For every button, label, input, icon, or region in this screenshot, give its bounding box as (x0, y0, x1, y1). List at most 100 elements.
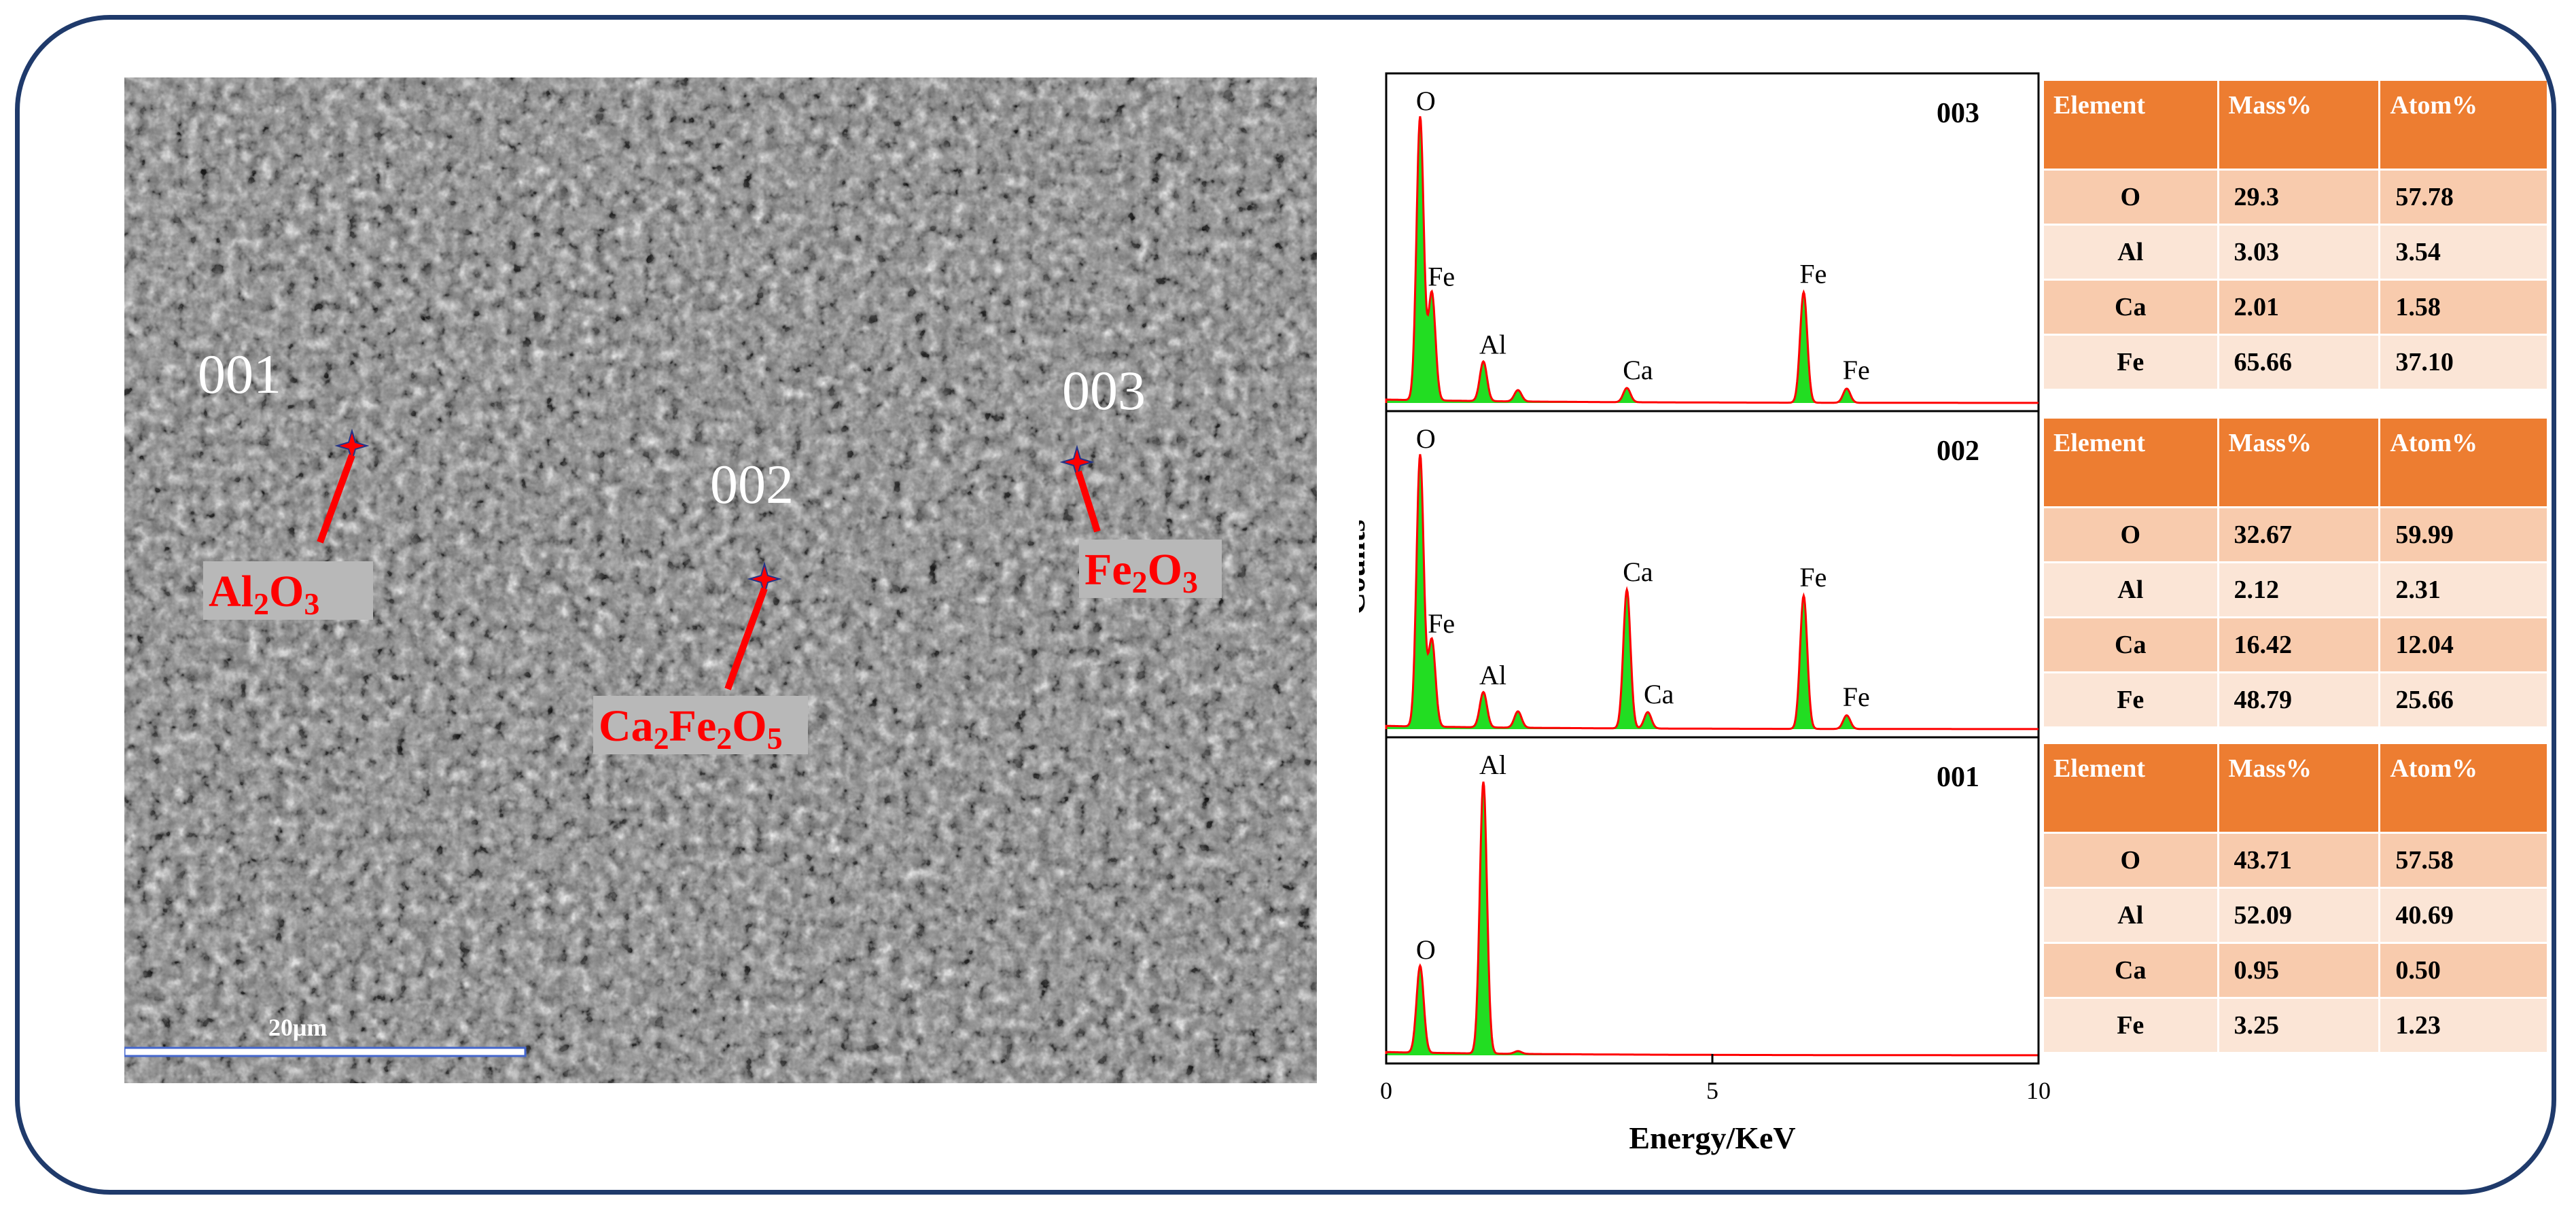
peak-label: Fe (1428, 262, 1455, 292)
peak-label: Fe (1799, 562, 1827, 593)
mass-percent-cell: 2.12 (2219, 563, 2379, 616)
mass-percent-cell: 43.71 (2219, 834, 2379, 887)
mass-percent-cell: 65.66 (2219, 336, 2379, 389)
element-cell: Ca (2044, 618, 2217, 671)
peak-label: Fe (1428, 608, 1455, 639)
table-row: Fe 48.79 25.66 (2044, 673, 2547, 726)
element-cell: O (2044, 834, 2217, 887)
element-cell: Al (2044, 889, 2217, 942)
table-header-row: Element Mass% Atom% (2044, 744, 2547, 832)
atom-percent-cell: 37.10 (2380, 336, 2547, 389)
column-header: Atom% (2380, 744, 2547, 832)
mass-percent-cell: 2.01 (2219, 281, 2379, 334)
point-id-label: 003 (1062, 359, 1146, 421)
phase-label: Al2​O3​ (209, 567, 319, 621)
table-row: Ca 0.95 0.50 (2044, 944, 2547, 997)
peak-label: O (1416, 934, 1436, 965)
scale-bar-label: 20μm (268, 1014, 327, 1041)
table-row: Ca 16.42 12.04 (2044, 618, 2547, 671)
column-header: Mass% (2219, 419, 2379, 506)
table-row: Al 3.03 3.54 (2044, 226, 2547, 279)
element-cell: Fe (2044, 673, 2217, 726)
phase-label: Fe2​O3​ (1084, 545, 1198, 599)
spectrum-fill (1386, 116, 2039, 403)
panel-point-label: 002 (1937, 436, 1979, 467)
eds-spectra-chart: O Fe Al Ca Fe Fe 003 O Fe Al Ca Ca Fe Fe 002 O Al 001 0 5 10… (1359, 72, 2051, 1155)
element-cell: Al (2044, 563, 2217, 616)
spectrum-line (1385, 116, 2039, 404)
peak-label: Ca (1644, 679, 1674, 709)
scale-bar-line (124, 1046, 527, 1057)
spectrum-fill (1386, 781, 2039, 1055)
column-header: Mass% (2219, 81, 2379, 169)
atom-percent-cell: 25.66 (2380, 673, 2547, 726)
column-header: Element (2044, 419, 2217, 506)
mass-percent-cell: 48.79 (2219, 673, 2379, 726)
spectrum-panel-001: O Al 001 (1385, 736, 2040, 1065)
phase-label: Ca2​Fe2​O5​ (599, 701, 783, 756)
mass-percent-cell: 16.42 (2219, 618, 2379, 671)
mass-percent-cell: 0.95 (2219, 944, 2379, 997)
x-tick-label: 5 (1706, 1077, 1718, 1104)
x-axis-label: Energy/KeV (1629, 1121, 1795, 1155)
element-cell: Fe (2044, 999, 2217, 1052)
mass-percent-cell: 29.3 (2219, 171, 2379, 224)
point-001: 001 Al2​O3​ (198, 343, 373, 621)
table-header-row: Element Mass% Atom% (2044, 419, 2547, 506)
point-id-label: 002 (710, 453, 794, 515)
table-row: O 43.71 57.58 (2044, 834, 2547, 887)
peak-label: Ca (1623, 355, 1653, 385)
column-header: Atom% (2380, 81, 2547, 169)
point-id-label: 001 (198, 343, 281, 405)
peak-label: Al (1479, 330, 1506, 360)
table-row: Fe 3.25 1.23 (2044, 999, 2547, 1052)
sem-micrograph: 001 Al2​O3​ 002 Ca2​Fe2​O5​ 003 Fe2​O3​ 20μm (124, 77, 1317, 1083)
peak-label: Fe (1843, 355, 1870, 385)
column-header: Atom% (2380, 419, 2547, 506)
spectrum-line (1385, 454, 2039, 730)
composition-table-001: Element Mass% Atom% O 43.71 57.58 Al 52.09 40.69… (2042, 742, 2549, 1054)
x-tick-label: 0 (1380, 1077, 1392, 1104)
phase-label-bg (203, 561, 373, 620)
atom-percent-cell: 1.23 (2380, 999, 2547, 1052)
table-header-row: Element Mass% Atom% (2044, 81, 2547, 169)
column-header: Element (2044, 81, 2217, 169)
composition-table-002: Element Mass% Atom% O 32.67 59.99 Al 2.12 2.31 Ca… (2042, 417, 2549, 728)
phase-label-bg (1079, 540, 1222, 598)
atom-percent-cell: 0.50 (2380, 944, 2547, 997)
table-row: Al 52.09 40.69 (2044, 889, 2547, 942)
scale-bar: 20μm (124, 1014, 527, 1057)
atom-percent-cell: 57.58 (2380, 834, 2547, 887)
peak-label: Fe (1799, 258, 1827, 289)
table-row: O 32.67 59.99 (2044, 508, 2547, 561)
composition-table-003: Element Mass% Atom% O 29.3 57.78 Al 3.03 3.54 Ca 2… (2042, 79, 2549, 391)
atom-percent-cell: 2.31 (2380, 563, 2547, 616)
leader-line (1075, 470, 1101, 533)
figure-frame (15, 15, 2556, 1195)
mass-percent-cell: 32.67 (2219, 508, 2379, 561)
atom-percent-cell: 3.54 (2380, 226, 2547, 279)
peak-label: Fe (1843, 682, 1870, 712)
table-row: Al 2.12 2.31 (2044, 563, 2547, 616)
sem-annotations: 001 Al2​O3​ 002 Ca2​Fe2​O5​ 003 Fe2​O3​ (198, 343, 1222, 756)
column-header: Element (2044, 744, 2217, 832)
x-tick-label: 10 (2026, 1077, 2051, 1104)
leader-line (724, 587, 768, 690)
point-002: 002 Ca2​Fe2​O5​ (593, 453, 808, 756)
leader-line (317, 454, 355, 544)
peak-label: O (1416, 423, 1436, 454)
spectrum-panel-003: O Fe Al Ca Fe Fe 003 (1385, 72, 2040, 412)
atom-percent-cell: 40.69 (2380, 889, 2547, 942)
panel-point-label: 003 (1937, 98, 1979, 129)
peak-label: Al (1479, 660, 1506, 690)
table-row: Ca 2.01 1.58 (2044, 281, 2547, 334)
atom-percent-cell: 12.04 (2380, 618, 2547, 671)
element-cell: O (2044, 508, 2217, 561)
column-header: Mass% (2219, 744, 2379, 832)
atom-percent-cell: 59.99 (2380, 508, 2547, 561)
mass-percent-cell: 3.03 (2219, 226, 2379, 279)
element-cell: O (2044, 171, 2217, 224)
mass-percent-cell: 3.25 (2219, 999, 2379, 1052)
element-cell: Fe (2044, 336, 2217, 389)
peak-label: Al (1479, 750, 1506, 780)
